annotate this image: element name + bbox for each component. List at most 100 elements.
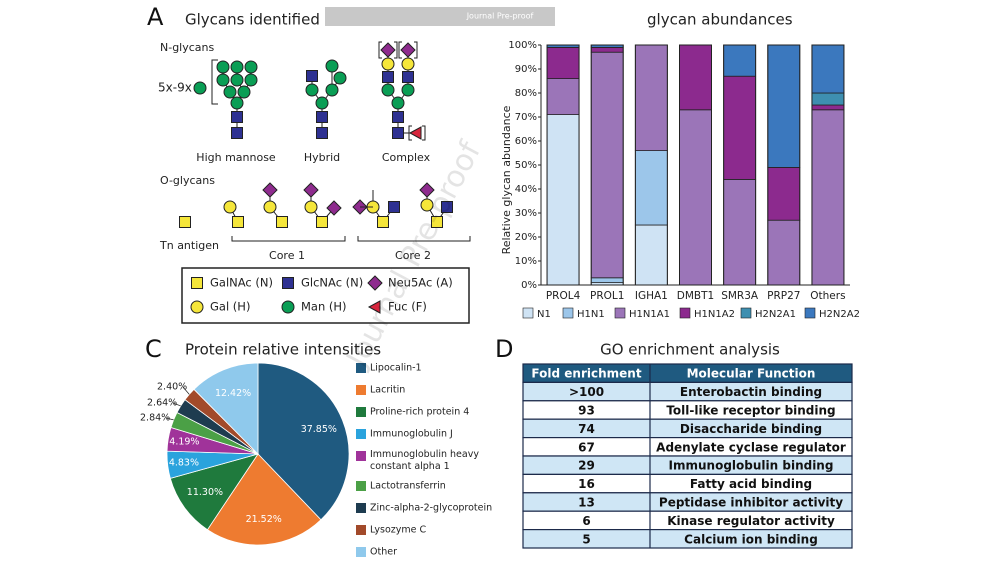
x-tick-label: SMR3A bbox=[721, 290, 759, 302]
bar-segment bbox=[546, 47, 580, 80]
glycan-square bbox=[392, 127, 404, 139]
legend-label: Proline-rich protein 4 bbox=[370, 407, 469, 418]
pie-slice bbox=[257, 362, 350, 521]
glycan-square bbox=[441, 201, 453, 213]
table-cell: Disaccharide binding bbox=[680, 422, 822, 436]
slice-label: 12.42% bbox=[215, 388, 251, 399]
table-cell: Kinase regulator activity bbox=[667, 514, 835, 528]
slice-label: 21.52% bbox=[246, 514, 282, 525]
table-cell: Enterobactin binding bbox=[680, 385, 822, 399]
legend-label: Immunoglobulin heavy constant alpha 1 bbox=[370, 449, 479, 472]
bar-segment bbox=[811, 109, 845, 286]
slice-label: 2.64% bbox=[147, 398, 177, 409]
section-label: N-glycans bbox=[160, 41, 215, 54]
glycan-circle bbox=[216, 73, 230, 87]
bar-segment bbox=[723, 75, 757, 180]
legend-label: Zinc-alpha-2-glycoprotein bbox=[370, 503, 492, 514]
table-cell: 29 bbox=[578, 459, 595, 473]
glycan-square bbox=[232, 216, 244, 228]
y-tick-label: 20% bbox=[515, 232, 537, 243]
glycan-square bbox=[316, 127, 328, 139]
glycan-diamond bbox=[400, 42, 416, 58]
slice-label: 4.83% bbox=[169, 457, 199, 468]
legend-swatch bbox=[356, 481, 366, 491]
x-tick-label: PRP27 bbox=[767, 290, 800, 302]
leader-line bbox=[182, 386, 190, 395]
x-tick-label: PROL1 bbox=[590, 290, 624, 302]
glycan-circle bbox=[281, 300, 295, 314]
glycan-square bbox=[431, 216, 443, 228]
bar-segment bbox=[811, 92, 845, 106]
glycan-circle bbox=[244, 60, 258, 74]
y-tick-label: 0% bbox=[521, 280, 537, 291]
legend-label: H2N2A2 bbox=[819, 309, 860, 320]
legend-label: Lipocalin-1 bbox=[370, 363, 422, 374]
glycan-square bbox=[306, 70, 318, 82]
legend-swatch bbox=[356, 407, 366, 417]
panel-title: Protein relative intensities bbox=[185, 341, 381, 359]
glycan-diamond bbox=[303, 182, 319, 198]
repeat-label: 5x-9x bbox=[158, 81, 192, 95]
structure-label: High mannose bbox=[196, 151, 276, 164]
glycan-square bbox=[392, 111, 404, 123]
bar-segment bbox=[767, 44, 801, 168]
legend-swatch bbox=[614, 307, 626, 319]
slice-label: 2.84% bbox=[140, 413, 170, 424]
bracket bbox=[398, 41, 402, 59]
table-cell: Peptidase inhibitor activity bbox=[659, 496, 843, 510]
bar-segment bbox=[634, 224, 668, 286]
bar-segment bbox=[723, 178, 757, 286]
y-tick-label: 80% bbox=[515, 88, 537, 99]
y-tick-label: 40% bbox=[515, 184, 537, 195]
bracket bbox=[408, 125, 412, 141]
glycan-circle bbox=[325, 59, 339, 73]
glycan-circle bbox=[391, 96, 405, 110]
table-cell: Calcium ion binding bbox=[684, 532, 818, 546]
bar-segment bbox=[634, 150, 668, 226]
glycan-square bbox=[231, 111, 243, 123]
glycan-square bbox=[388, 201, 400, 213]
panel-label: A bbox=[147, 3, 164, 31]
banner-text: Journal Pre-proof bbox=[466, 12, 534, 21]
legend-label: Immunoglobulin J bbox=[370, 429, 453, 440]
glycan-square bbox=[191, 277, 203, 289]
glycan-square bbox=[231, 127, 243, 139]
legend-swatch bbox=[679, 307, 691, 319]
legend-swatch bbox=[522, 307, 534, 319]
legend-label: GlcNAc (N) bbox=[301, 276, 363, 290]
header-cell: Molecular Function bbox=[687, 367, 816, 381]
panel-title: glycan abundances bbox=[647, 11, 793, 29]
glycan-diamond bbox=[367, 275, 383, 291]
bracket bbox=[414, 41, 418, 59]
table-cell: Adenylate cyclase regulator bbox=[656, 440, 846, 454]
legend-label: Man (H) bbox=[301, 300, 347, 314]
glycan-circle bbox=[315, 96, 329, 110]
glycan-square bbox=[316, 216, 328, 228]
glycan-circle bbox=[237, 85, 251, 99]
legend-label: Lysozyme C bbox=[370, 525, 427, 536]
bar-segment bbox=[767, 166, 801, 221]
glycan-circle bbox=[230, 73, 244, 87]
bracket bbox=[378, 41, 382, 59]
glycan-circle bbox=[401, 57, 415, 71]
legend-swatch bbox=[740, 307, 752, 319]
glycan-square bbox=[179, 216, 191, 228]
y-tick-label: 50% bbox=[515, 160, 537, 171]
legend-label: GalNAc (N) bbox=[210, 276, 273, 290]
bracket bbox=[422, 125, 426, 141]
glycan-circle bbox=[230, 96, 244, 110]
y-tick-label: 30% bbox=[515, 208, 537, 219]
legend-swatch bbox=[356, 525, 366, 535]
legend-swatch bbox=[356, 385, 366, 395]
bracket bbox=[211, 59, 218, 105]
legend-label: H2N2A1 bbox=[755, 309, 796, 320]
y-axis-label: Relative glycan abundance bbox=[500, 105, 513, 254]
glycan-circle bbox=[190, 300, 204, 314]
y-tick-label: 10% bbox=[515, 256, 537, 267]
legend-label: N1 bbox=[537, 309, 551, 320]
bar-segment bbox=[767, 219, 801, 286]
glycan-diamond bbox=[326, 200, 342, 216]
glycan-square bbox=[402, 71, 414, 83]
glycan-circle bbox=[333, 71, 347, 85]
